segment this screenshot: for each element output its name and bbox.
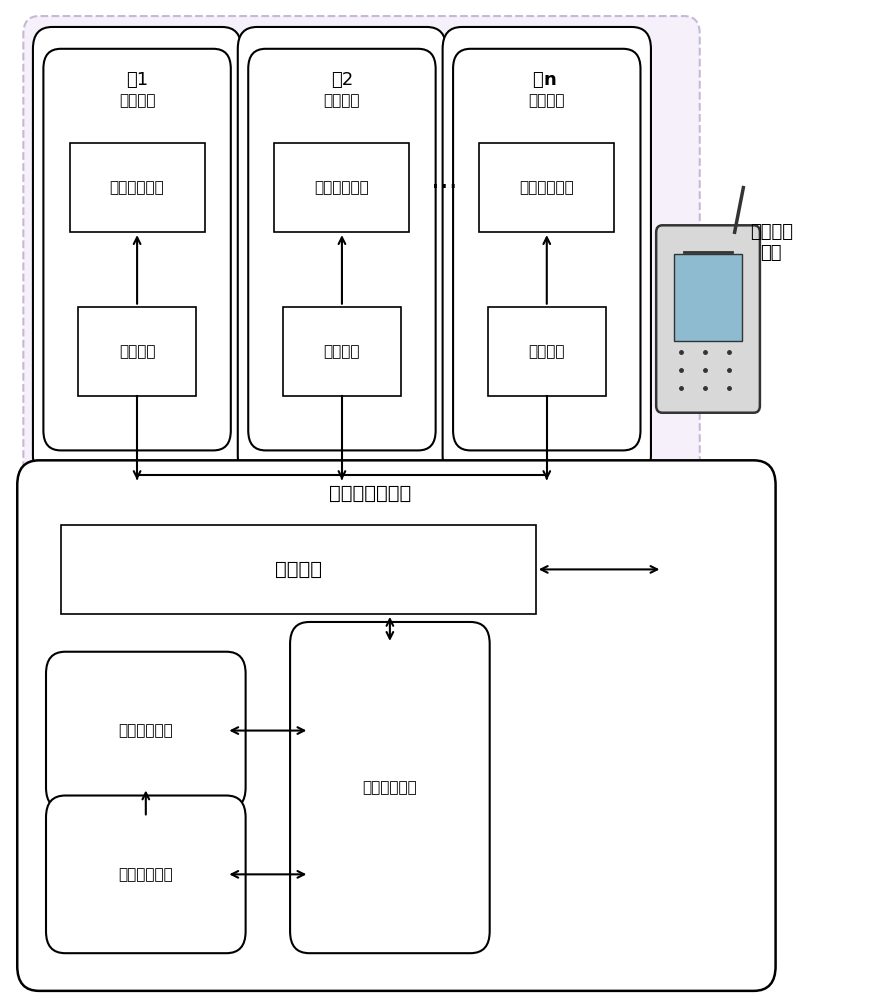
Bar xyxy=(275,143,409,232)
Bar xyxy=(283,307,400,396)
FancyBboxPatch shape xyxy=(656,225,760,413)
Text: 车1: 车1 xyxy=(126,71,148,89)
FancyBboxPatch shape xyxy=(43,49,231,450)
Text: 停车场服务中心: 停车场服务中心 xyxy=(329,484,411,503)
Text: 通信模块: 通信模块 xyxy=(529,344,565,359)
Bar xyxy=(480,143,614,232)
Text: 车载设备: 车载设备 xyxy=(529,93,565,108)
FancyBboxPatch shape xyxy=(453,49,641,450)
Text: 通信模块: 通信模块 xyxy=(119,344,156,359)
FancyBboxPatch shape xyxy=(18,460,775,991)
Text: 车载设备: 车载设备 xyxy=(324,93,360,108)
Bar xyxy=(488,307,605,396)
FancyBboxPatch shape xyxy=(46,796,246,953)
Bar xyxy=(70,143,205,232)
Text: 通信模块: 通信模块 xyxy=(275,560,322,579)
Bar xyxy=(78,307,196,396)
FancyBboxPatch shape xyxy=(248,49,436,450)
Bar xyxy=(61,525,536,614)
FancyBboxPatch shape xyxy=(290,622,489,953)
FancyBboxPatch shape xyxy=(238,27,446,477)
Text: 路径规划模块: 路径规划模块 xyxy=(119,723,173,738)
FancyBboxPatch shape xyxy=(46,652,246,809)
Text: 车2: 车2 xyxy=(331,71,353,89)
Text: 车辆控制模块: 车辆控制模块 xyxy=(519,180,574,195)
FancyBboxPatch shape xyxy=(443,27,651,477)
FancyBboxPatch shape xyxy=(24,16,700,483)
Text: 用户移动
终端: 用户移动 终端 xyxy=(750,223,793,262)
FancyBboxPatch shape xyxy=(33,27,241,477)
Text: 数据管理模块: 数据管理模块 xyxy=(363,780,417,795)
Text: 车辆控制模块: 车辆控制模块 xyxy=(110,180,165,195)
Text: ···: ··· xyxy=(431,174,458,202)
Text: 通信模块: 通信模块 xyxy=(324,344,360,359)
Text: 车辆控制模块: 车辆控制模块 xyxy=(314,180,370,195)
Text: 车载设备: 车载设备 xyxy=(119,93,156,108)
Text: n: n xyxy=(543,71,556,89)
Text: 车辆跟踪模块: 车辆跟踪模块 xyxy=(119,867,173,882)
Text: 车: 车 xyxy=(532,71,542,89)
Bar xyxy=(673,254,743,341)
